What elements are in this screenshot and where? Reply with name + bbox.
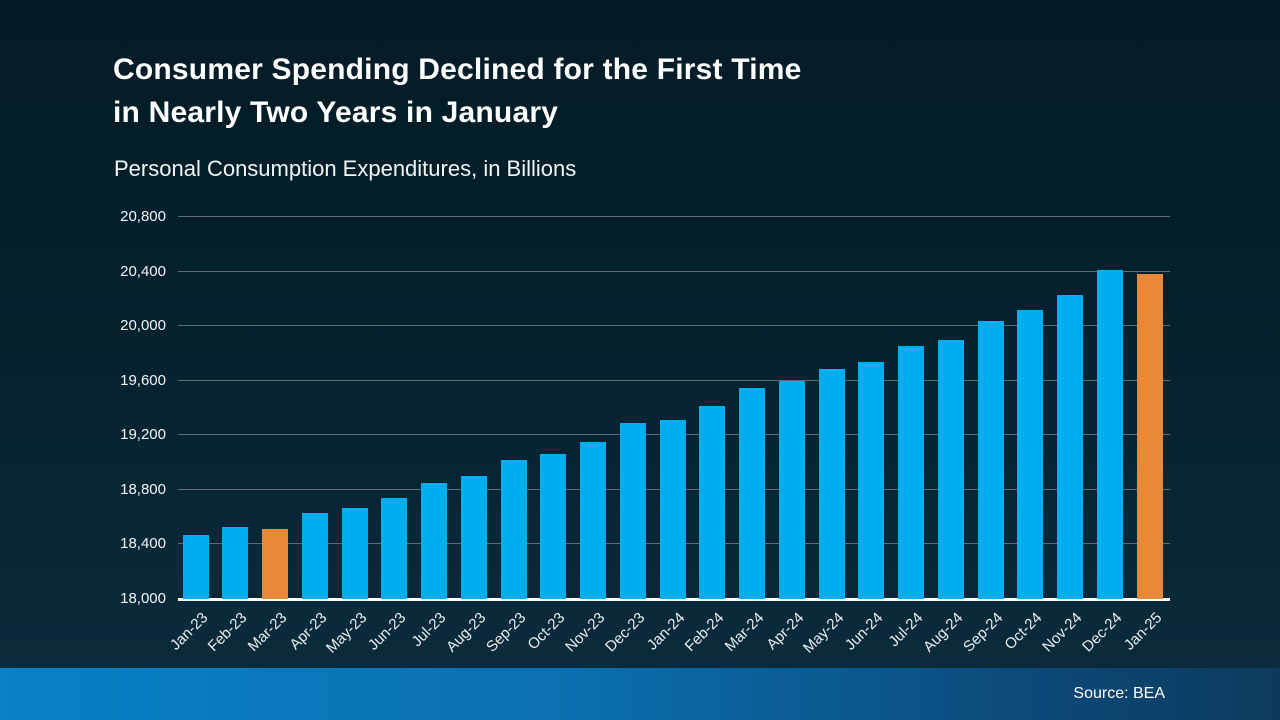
y-tick-label-18000: 18,000 [120, 590, 166, 607]
footer-bar: Source: BEA [0, 668, 1280, 720]
y-tick-label-20000: 20,000 [120, 317, 166, 335]
source-label: Source: BEA [1073, 685, 1165, 702]
y-tick-label-19200: 19,200 [120, 426, 166, 444]
chart-subtitle: Personal Consumption Expenditures, in Bi… [114, 156, 577, 181]
bar-sep-23 [500, 459, 527, 599]
gridline-20400 [178, 270, 1170, 272]
bar-dec-23 [619, 423, 646, 599]
bar-jun-24 [858, 361, 885, 599]
bar-chart-plot: Jan-23 Feb-23 Mar-23 Apr-23 May-23 Jun-23 Jul-… [166, 216, 1170, 657]
x-axis-line [178, 598, 1170, 601]
bar-oct-23 [540, 453, 567, 599]
bar-aug-23 [460, 476, 487, 599]
bar-apr-23 [301, 513, 328, 599]
y-tick-label-18400: 18,400 [120, 535, 166, 553]
bar-nov-24 [1057, 295, 1083, 599]
bar-jan-23 [182, 534, 209, 599]
y-tick-label-20400: 20,400 [120, 262, 166, 280]
bar-jun-23 [381, 498, 408, 599]
bar-jul-24 [898, 345, 924, 599]
bar-apr-24 [778, 380, 805, 599]
bar-jan-24 [659, 420, 686, 599]
chart-title-line2: in Nearly Two Years in January [113, 96, 559, 129]
bar-feb-23 [222, 527, 249, 599]
bar-oct-24 [1017, 309, 1044, 599]
bar-nov-23 [580, 442, 606, 599]
y-tick-label-19600: 19,600 [120, 371, 166, 389]
gridline-19600 [178, 379, 1170, 381]
bar-may-23 [341, 507, 368, 599]
gridline-20000 [178, 325, 1170, 327]
y-tick-label-20800: 20,800 [120, 208, 166, 225]
bar-may-24 [818, 369, 845, 599]
chart-title-line1: Consumer Spending Declined for the First… [113, 53, 802, 86]
chart-title: Consumer Spending Declined for the First… [113, 48, 802, 134]
bar-jan-25 [1136, 274, 1163, 599]
bar-feb-24 [699, 405, 726, 599]
gridline-20800 [178, 216, 1170, 217]
y-tick-label-18800: 18,800 [120, 480, 166, 498]
bar-jul-23 [421, 483, 447, 599]
bar-sep-24 [977, 321, 1004, 599]
bar-mar-24 [739, 388, 765, 599]
bar-dec-24 [1096, 270, 1123, 599]
bar-mar-23 [262, 529, 288, 599]
bar-aug-24 [937, 340, 964, 599]
